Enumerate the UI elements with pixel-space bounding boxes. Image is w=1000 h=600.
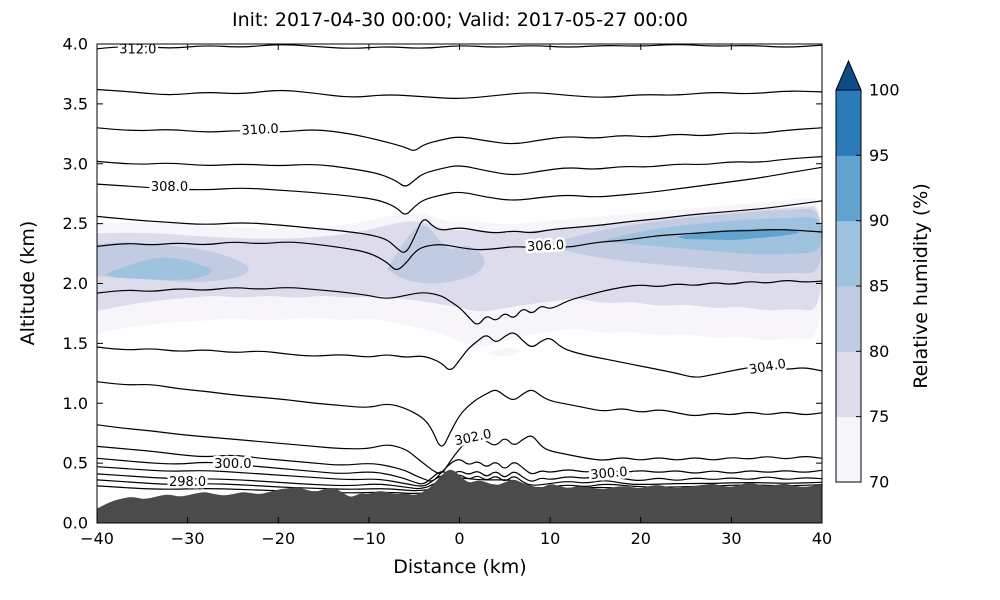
- contour-line-302: [97, 424, 822, 474]
- contour-line-306: [97, 228, 822, 271]
- contour-line-300: [97, 457, 822, 485]
- x-tick-label: −30: [171, 529, 205, 548]
- contour-line-301: [97, 445, 822, 482]
- axis-ticks: −40 −30 −20 −10 0 10 20 30 40 0.0 0.5 1.0 1.5 2.0 2.5 3…: [63, 35, 833, 549]
- x-axis-label: Distance (km): [393, 556, 527, 578]
- x-tick-label: 40: [812, 529, 832, 548]
- x-tick-label: −10: [352, 529, 386, 548]
- humidity-fill-layer: [97, 197, 822, 357]
- contour-line-299: [97, 466, 822, 487]
- contour-label: 306.0: [527, 238, 565, 255]
- x-tick-label: 0: [454, 529, 464, 548]
- y-tick-label: 0.0: [63, 514, 88, 533]
- colorbar-segment-80: [836, 286, 861, 352]
- colorbar: 70 75 80 85 90 95 100: [835, 59, 900, 492]
- colorbar-tick-label: 85: [869, 277, 889, 296]
- contour-label: 312.0: [119, 43, 156, 58]
- contour-line-312: [97, 44, 822, 50]
- colorbar-segment-90: [836, 155, 861, 222]
- contour-line-303: [97, 381, 822, 447]
- y-tick-label: 3.5: [63, 94, 88, 113]
- y-axis-label: Altitude (km): [17, 220, 39, 346]
- humidity-region-80: [387, 225, 485, 284]
- contour-label: 304.0: [748, 357, 787, 378]
- contour-line-305: [97, 280, 822, 325]
- y-tick-label: 0.5: [63, 454, 88, 473]
- contour-label: 310.0: [241, 122, 279, 139]
- contour-line-307: [97, 200, 822, 253]
- colorbar-tick-label: 100: [869, 81, 900, 100]
- colorbar-tick-label: 80: [869, 342, 889, 361]
- contour-line-311: [97, 88, 822, 99]
- terrain-fill: [97, 469, 822, 523]
- contour-line-310: [97, 127, 822, 151]
- colorbar-segment-95: [836, 90, 861, 156]
- chart-title: Init: 2017-04-30 00:00; Valid: 2017-05-2…: [232, 9, 688, 31]
- colorbar-segment-75: [836, 351, 861, 418]
- contour-label: 302.0: [453, 427, 493, 449]
- humidity-region-70: [486, 348, 520, 357]
- y-tick-label: 1.5: [63, 334, 88, 353]
- contour-line-308: [97, 166, 822, 215]
- x-tick-label: 10: [540, 529, 560, 548]
- y-tick-label: 2.0: [63, 274, 88, 293]
- x-tick-label: 30: [721, 529, 741, 548]
- contour-line-309: [97, 156, 822, 187]
- y-tick-label: 3.0: [63, 154, 88, 173]
- colorbar-label: Relative humidity (%): [910, 183, 932, 389]
- contour-line-304: [97, 332, 822, 378]
- colorbar-tick-label: 90: [869, 211, 889, 230]
- contour-label: 300.0: [214, 457, 251, 472]
- contour-label: 300.0: [590, 465, 628, 483]
- x-tick-label: 20: [631, 529, 651, 548]
- y-tick-label: 2.5: [63, 214, 88, 233]
- contour-label: 308.0: [151, 180, 188, 195]
- x-tick-label: −40: [80, 529, 114, 548]
- colorbar-segment-85: [836, 220, 861, 287]
- humidity-region-90: [677, 228, 800, 240]
- y-tick-label: 1.0: [63, 394, 88, 413]
- temperature-contour-lines: [97, 44, 822, 494]
- contour-label: 298.0: [169, 475, 206, 490]
- terrain-layer: [97, 469, 822, 523]
- humidity-region-85: [106, 257, 212, 280]
- colorbar-extend-arrow: [835, 59, 862, 91]
- y-tick-label: 4.0: [63, 35, 88, 54]
- colorbar-segment-70: [836, 416, 861, 483]
- x-tick-label: −20: [261, 529, 295, 548]
- colorbar-tick-label: 70: [869, 473, 889, 492]
- colorbar-tick-label: 75: [869, 407, 889, 426]
- colorbar-tick-label: 95: [869, 146, 889, 165]
